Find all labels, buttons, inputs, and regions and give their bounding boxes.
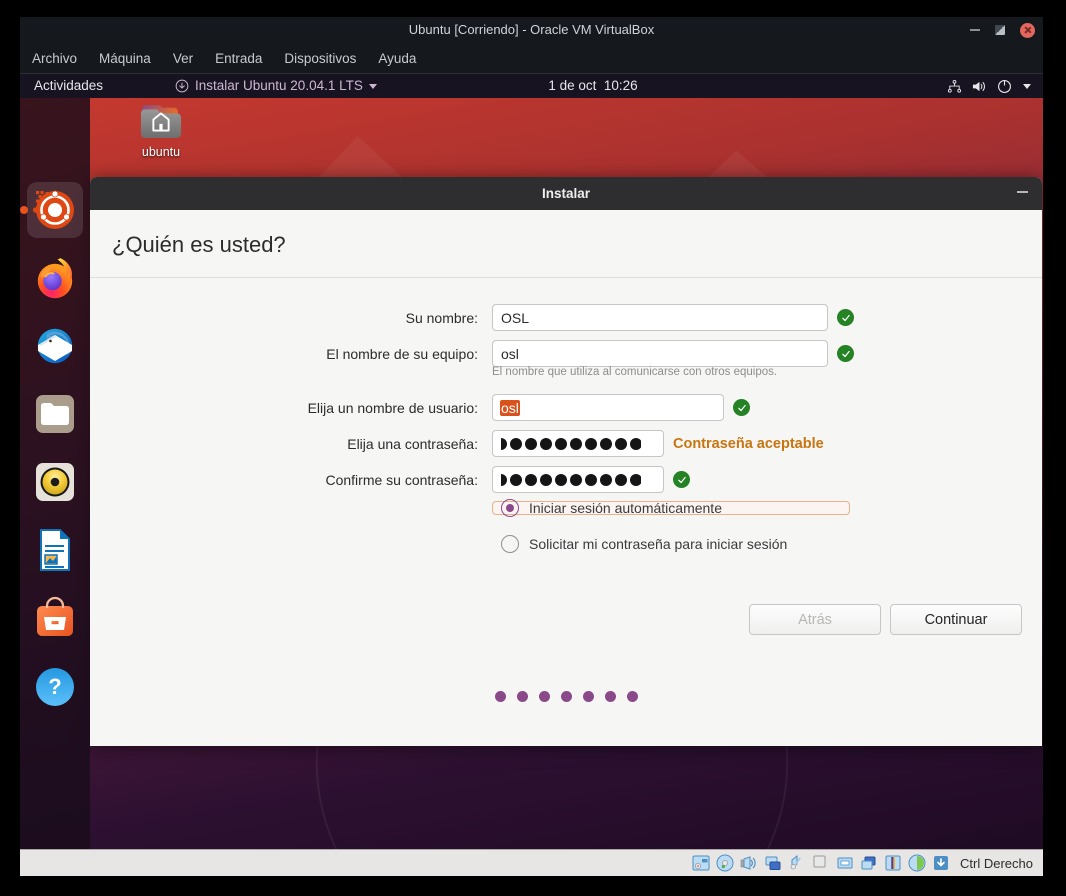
svg-text:?: ? — [48, 674, 61, 699]
